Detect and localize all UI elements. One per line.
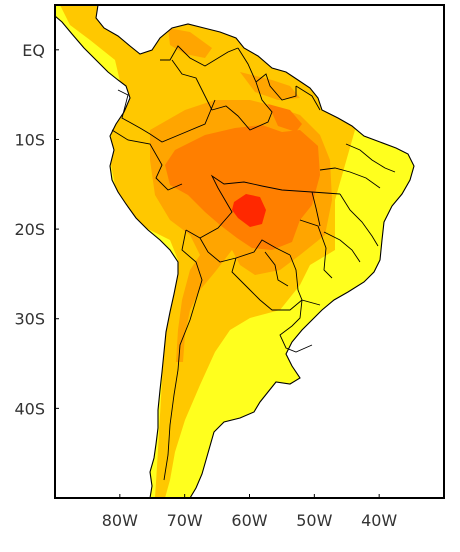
- x-tick-label: 70W: [167, 511, 203, 530]
- y-axis: EQ 10S 20S 30S 40S: [14, 41, 59, 418]
- x-tick-label: 40W: [361, 511, 397, 530]
- land-group: [55, 5, 415, 498]
- x-tick-label: 80W: [102, 511, 138, 530]
- coastline: [55, 5, 415, 498]
- shade-level-4: [165, 125, 320, 250]
- shade-level-3-north: [168, 28, 212, 58]
- x-axis: 80W 70W 60W 50W 40W: [102, 494, 397, 530]
- y-tick-label: 30S: [14, 310, 45, 329]
- y-tick-label: 40S: [14, 399, 45, 418]
- shade-level-5: [232, 194, 266, 227]
- y-tick-label: EQ: [22, 41, 45, 60]
- x-tick-label: 50W: [296, 511, 332, 530]
- country-borders: [111, 45, 396, 481]
- shade-level-4-river: [268, 104, 302, 132]
- y-tick-label: 10S: [14, 130, 45, 149]
- x-tick-label: 60W: [231, 511, 267, 530]
- y-tick-label: 20S: [14, 220, 45, 239]
